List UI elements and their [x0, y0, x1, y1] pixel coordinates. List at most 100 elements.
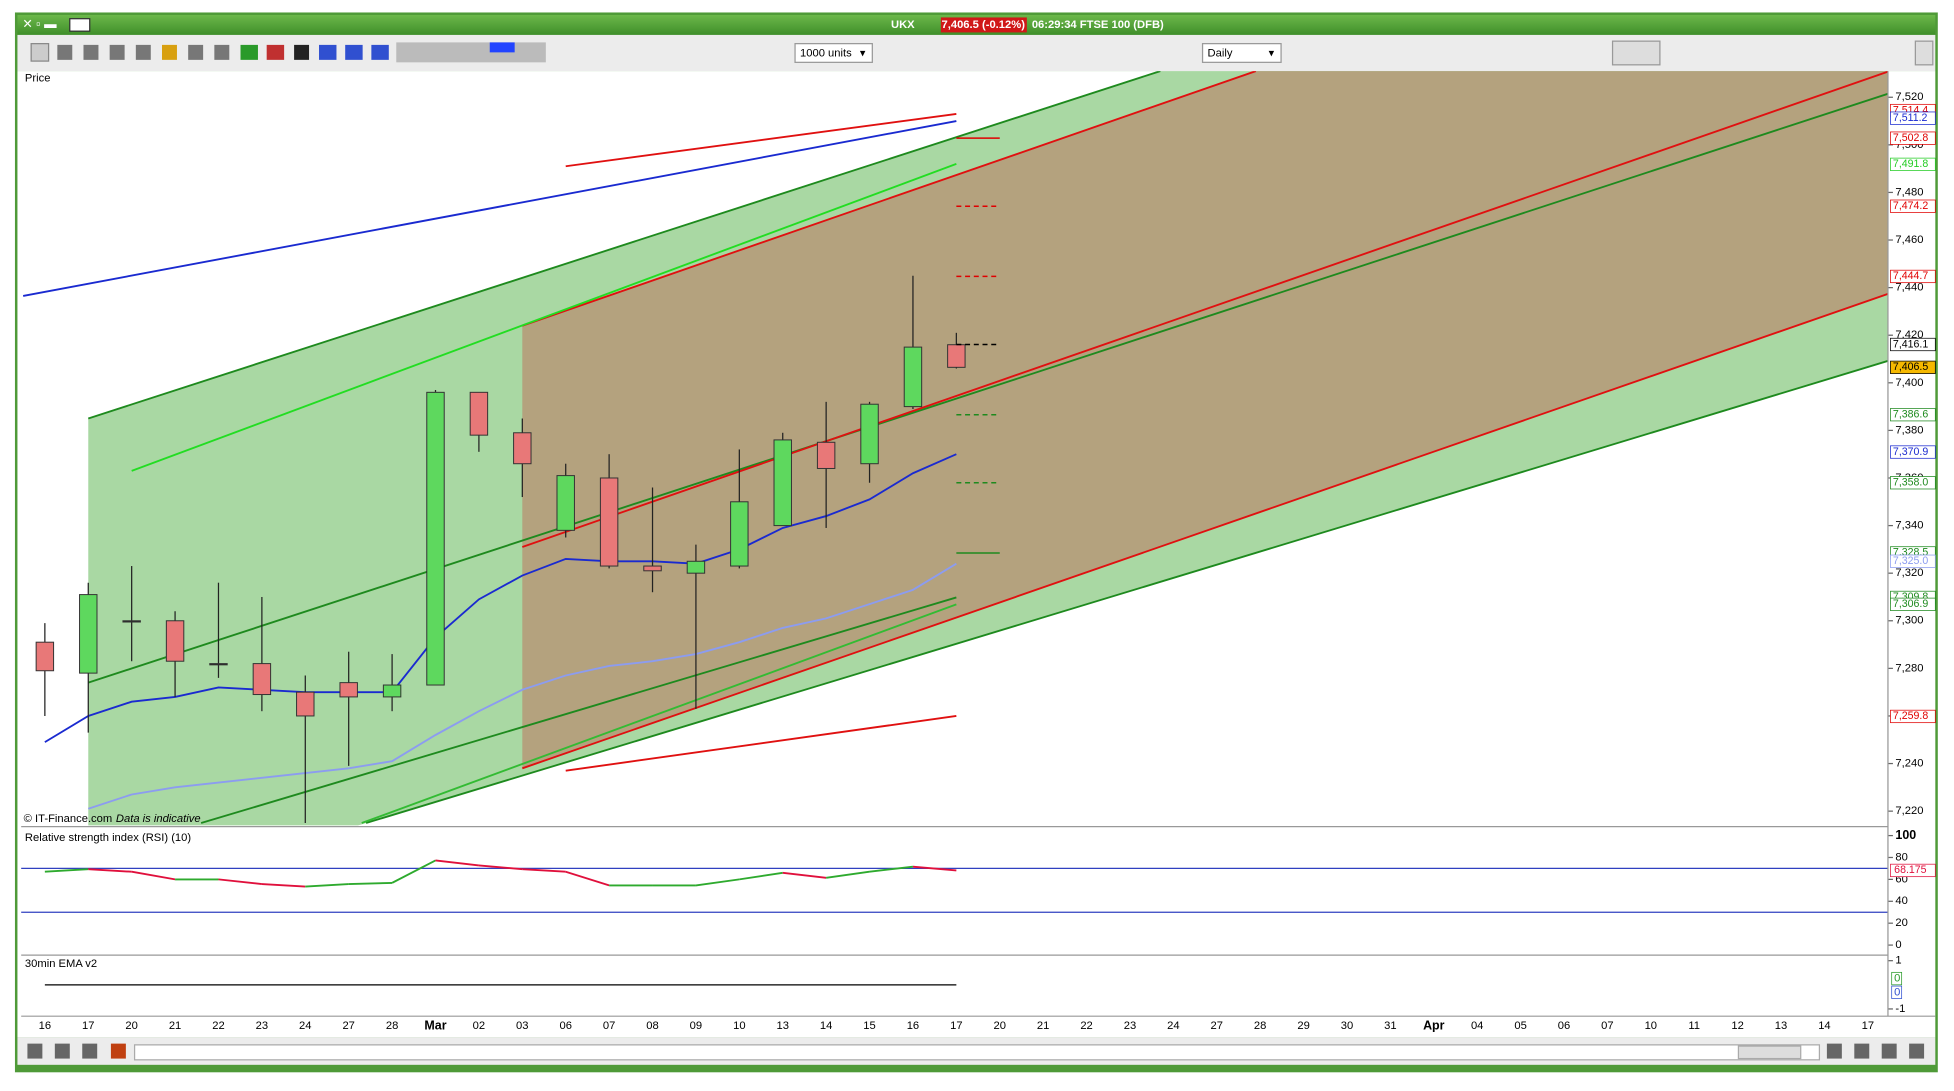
x-tick-label: 29: [1297, 1020, 1309, 1032]
candle-body: [165, 620, 185, 662]
side-button[interactable]: [1914, 40, 1934, 66]
price-badge: 7,406.5 (-0.12%): [942, 19, 1026, 31]
y-tick-label: 20: [1895, 917, 1907, 929]
y-tick-label: 7,320: [1895, 567, 1923, 579]
period-dropdown[interactable]: [1201, 43, 1282, 63]
rsi-line: [739, 871, 783, 881]
x-tick-label: 27: [1211, 1020, 1223, 1032]
y-tick-label: 0: [1895, 939, 1901, 951]
price-badge-label: 7,358.0: [1893, 477, 1928, 489]
x-tick-label: 14: [1818, 1020, 1830, 1032]
price-badge-label: 7,325.0: [1893, 555, 1928, 567]
ema-badge: [1891, 985, 1903, 999]
x-tick-label: 13: [1775, 1020, 1787, 1032]
rsi-line: [478, 864, 523, 871]
ema-badge-label: 0: [1894, 973, 1900, 985]
instrument-info: 06:29:34 FTSE 100 (DFB): [1032, 19, 1164, 31]
y-tick-label: 80: [1895, 851, 1907, 863]
candle-body: [816, 441, 836, 469]
rsi-line: [435, 859, 480, 867]
trend-line: [361, 603, 957, 824]
rsi-badge: [1890, 863, 1936, 878]
rsi-line: [305, 883, 349, 888]
window-controls[interactable]: ✕ ▫ ▬: [22, 17, 57, 31]
price-badge: [1890, 157, 1936, 171]
rsi-line: [565, 870, 610, 887]
candle-body: [947, 344, 966, 368]
rsi-line: [391, 859, 436, 884]
x-tick-label: 17: [950, 1020, 962, 1032]
x-tick-label: 28: [1254, 1020, 1266, 1032]
rsi-line: [869, 865, 914, 873]
price-badge: [1890, 408, 1936, 422]
candle-body: [513, 432, 532, 465]
x-tick-label: 23: [1124, 1020, 1136, 1032]
price-badge-label: 7,370.9: [1893, 446, 1928, 458]
x-tick-label: 16: [907, 1020, 919, 1032]
x-tick-label: 02: [473, 1020, 485, 1032]
candle-body: [209, 663, 228, 666]
disclaimer: Data is indicative: [116, 813, 201, 825]
price-badge: [1890, 111, 1936, 125]
chart-style-button[interactable]: [1611, 40, 1661, 66]
candle-body: [35, 641, 55, 672]
trend-line: [22, 120, 957, 297]
rsi-line: [912, 865, 957, 872]
x-tick-label: 20: [994, 1020, 1006, 1032]
zoom-icons[interactable]: [27, 1043, 1925, 1059]
price-badge-label: 7,511.2: [1893, 112, 1928, 124]
scroll-thumb[interactable]: [1737, 1045, 1802, 1060]
price-badge: [1890, 476, 1936, 490]
price-badge-label: 7,474.2: [1893, 200, 1928, 212]
candle-body: [686, 560, 706, 574]
y-tick-label: 100: [1895, 828, 1916, 842]
y-tick-label: 7,340: [1895, 520, 1923, 532]
candle-body: [599, 477, 619, 567]
y-tick-label: 7,380: [1895, 424, 1923, 436]
x-tick-label: 11: [1688, 1020, 1700, 1032]
rsi-line: [131, 870, 176, 881]
rsi-line: [261, 883, 306, 888]
x-tick-label: 23: [256, 1020, 268, 1032]
panel-title: 30min EMA v2: [25, 958, 97, 970]
x-tick-label: 15: [863, 1020, 875, 1032]
x-tick-label: 30: [1341, 1020, 1353, 1032]
period-value: Daily: [1208, 48, 1233, 60]
scrollbar[interactable]: [133, 1044, 1821, 1061]
y-tick-label: 7,460: [1895, 234, 1923, 246]
x-tick-label: 07: [603, 1020, 615, 1032]
moving-average: [44, 453, 957, 743]
y-tick-label: 7,520: [1895, 91, 1923, 103]
candle-body: [730, 501, 749, 567]
candle-body: [426, 391, 445, 686]
price-badge: [1890, 709, 1936, 724]
y-tick-label: 7,300: [1895, 615, 1923, 627]
keyboard-icon[interactable]: [69, 18, 91, 32]
trend-line: [565, 715, 957, 772]
rsi-line: [826, 870, 870, 879]
candle-body: [903, 346, 923, 408]
rsi-line: [88, 868, 132, 873]
x-tick-label: 12: [1731, 1020, 1743, 1032]
x-tick-label: 03: [516, 1020, 528, 1032]
price-badge: [1890, 199, 1936, 213]
price-badge-label: 7,416.1: [1893, 338, 1928, 350]
trend-line: [522, 71, 1888, 548]
x-tick-label: 17: [82, 1020, 94, 1032]
candle-body: [643, 565, 662, 572]
trend-line: [522, 292, 1888, 770]
x-tick-label: 10: [1645, 1020, 1657, 1032]
candle-body: [79, 594, 98, 674]
ema-badge-label: 0: [1894, 986, 1900, 998]
price-badge: [1890, 131, 1936, 145]
candle-body: [339, 682, 358, 698]
price-badge: [1890, 554, 1936, 568]
tool-icons[interactable]: [30, 42, 546, 63]
units-dropdown[interactable]: [794, 43, 873, 63]
x-tick-label: 10: [733, 1020, 745, 1032]
panel-title: Relative strength index (RSI) (10): [25, 832, 191, 844]
candle-body: [773, 439, 792, 527]
x-tick-label: 05: [1514, 1020, 1526, 1032]
price-badge: [1890, 360, 1936, 374]
